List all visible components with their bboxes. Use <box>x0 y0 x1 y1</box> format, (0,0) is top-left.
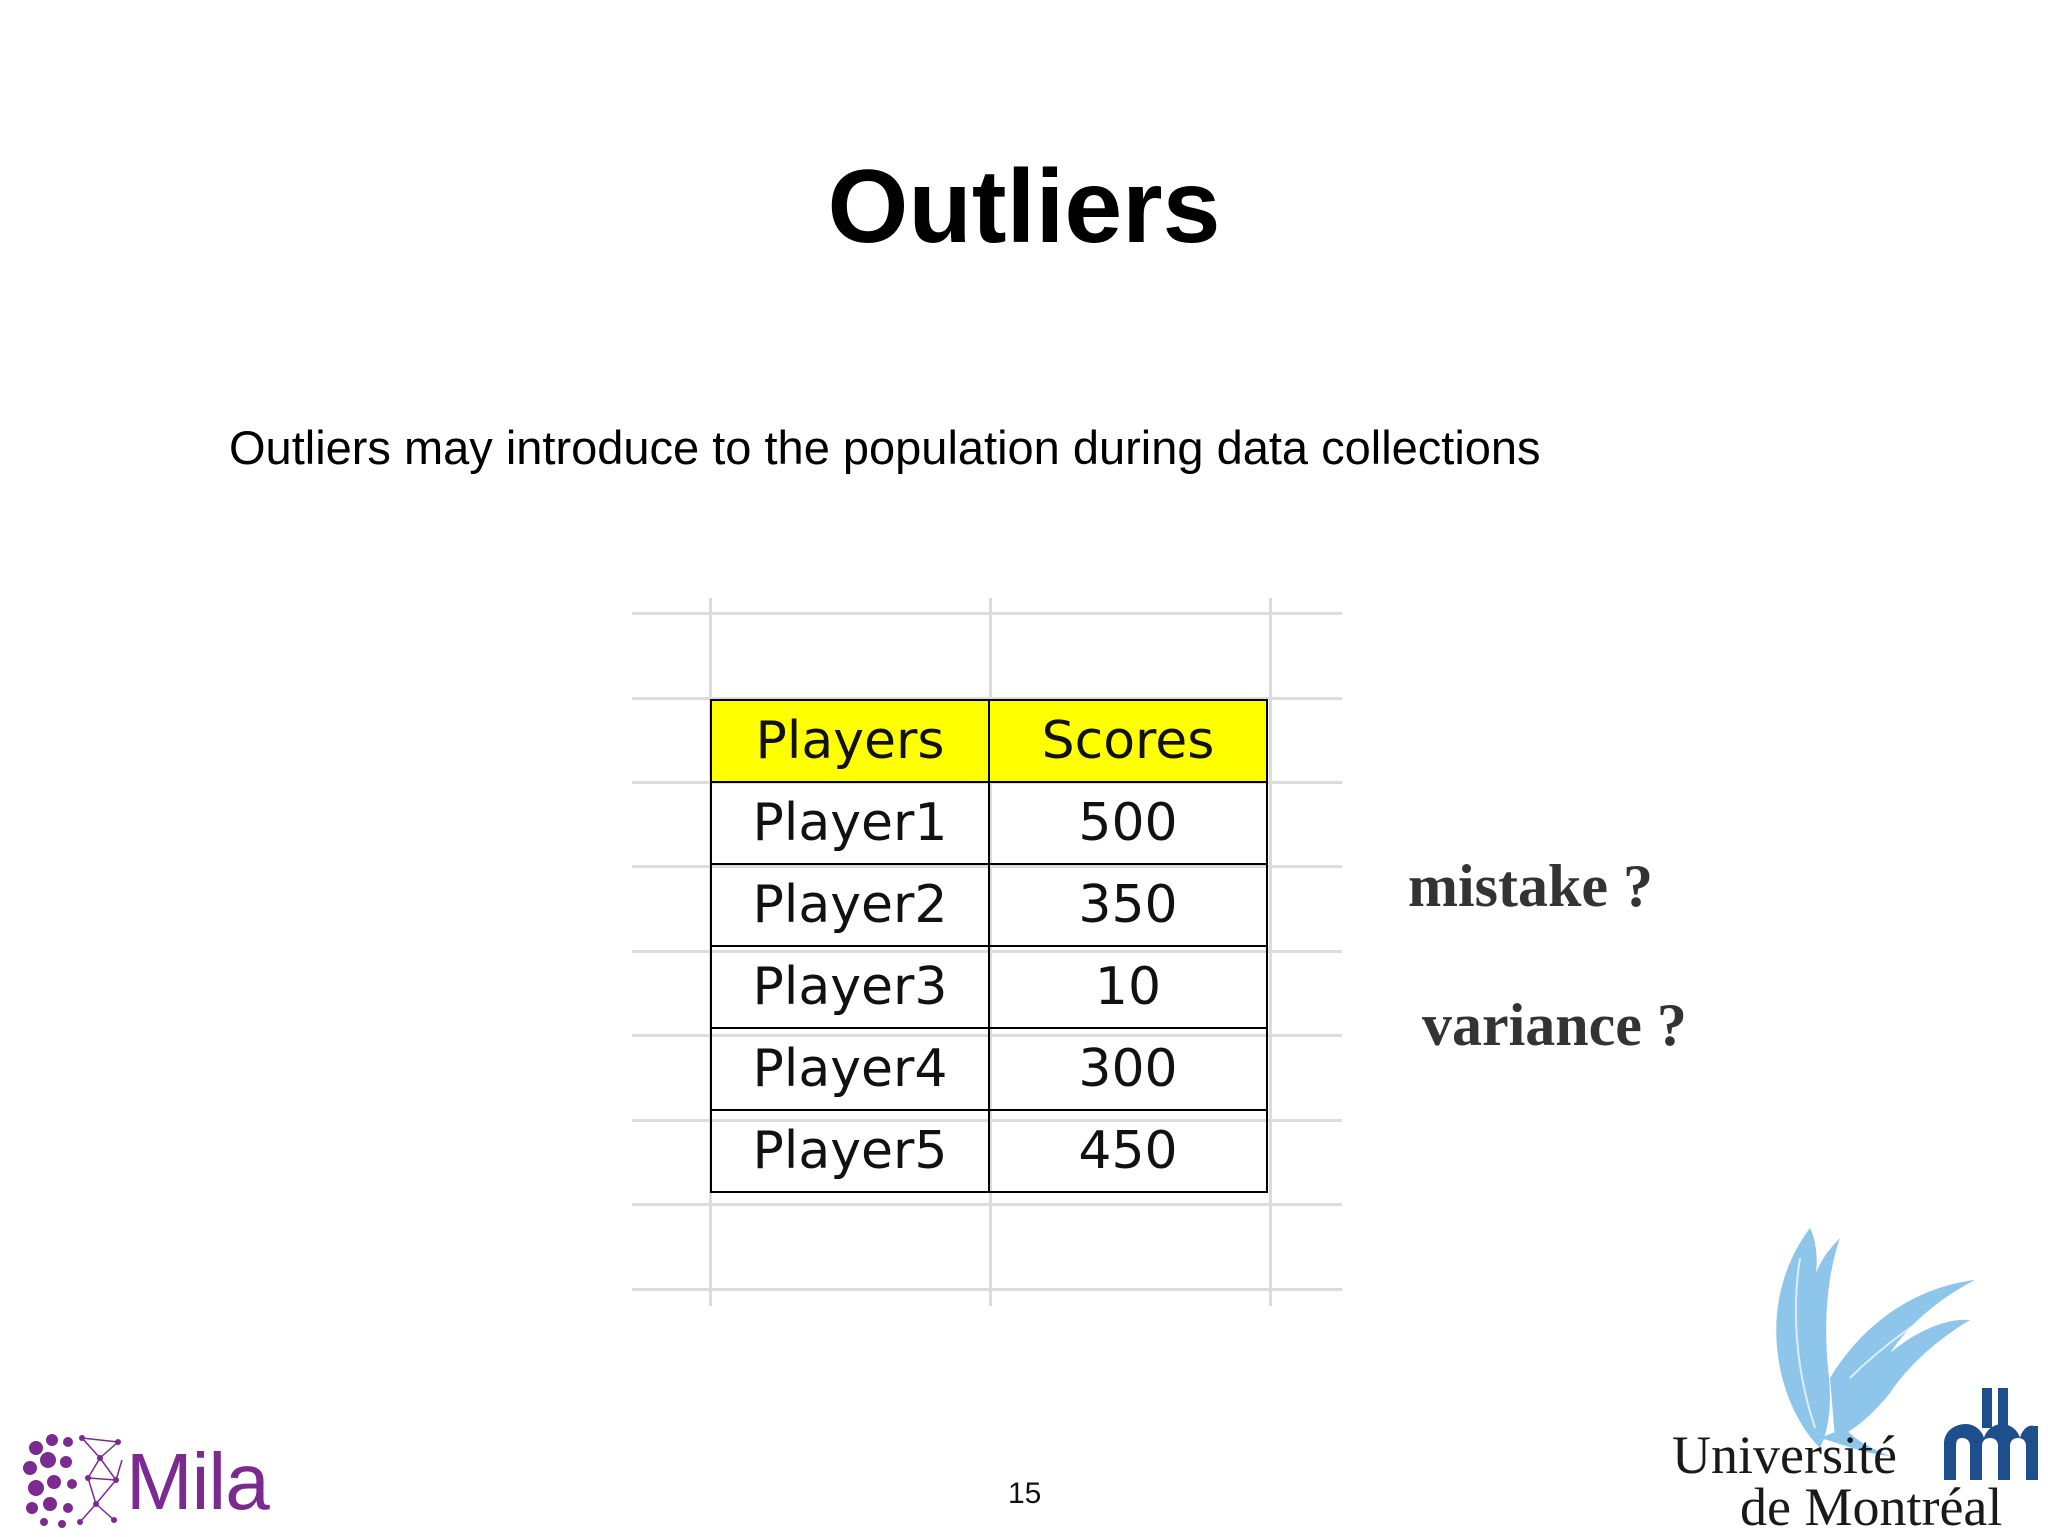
variance-annotation: variance ? <box>1422 992 1687 1058</box>
player-cell: Player1 <box>710 781 990 865</box>
table-row: Player3 10 <box>710 945 1268 1029</box>
player-cell: Player2 <box>710 863 990 947</box>
grid-line <box>632 697 1342 700</box>
table-header-row: Players Scores <box>710 699 1268 783</box>
table-row: Player5 450 <box>710 1109 1268 1193</box>
mila-logo-icon <box>23 1434 123 1528</box>
score-cell: 350 <box>988 863 1268 947</box>
scores-table: Players Scores Player1 500 Player2 350 P… <box>710 699 1268 1193</box>
slide-subtitle: Outliers may introduce to the population… <box>229 421 1541 474</box>
udem-bird-icon <box>1776 1228 1975 1456</box>
player-cell: Player4 <box>710 1027 990 1111</box>
grid-line <box>1269 598 1272 1306</box>
slide-title: Outliers <box>827 149 1221 265</box>
header-scores: Scores <box>988 699 1268 783</box>
score-cell: 450 <box>988 1109 1268 1193</box>
player-cell: Player3 <box>710 945 990 1029</box>
header-players: Players <box>710 699 990 783</box>
udem-text-line2: de Montréal <box>1740 1477 2003 1537</box>
table-row: Player1 500 <box>710 781 1268 865</box>
mila-logo-text: Mila <box>126 1437 270 1526</box>
grid-line <box>632 1288 1342 1291</box>
score-cell: 300 <box>988 1027 1268 1111</box>
udem-text-line1: Université <box>1672 1425 1897 1485</box>
grid-line <box>632 612 1342 615</box>
score-cell: 500 <box>988 781 1268 865</box>
score-cell: 10 <box>988 945 1268 1029</box>
table-row: Player4 300 <box>710 1027 1268 1111</box>
table-row: Player2 350 <box>710 863 1268 947</box>
udem-monogram-icon <box>1944 1388 2038 1480</box>
grid-line <box>632 1203 1342 1206</box>
player-cell: Player5 <box>710 1109 990 1193</box>
mistake-annotation: mistake ? <box>1408 853 1653 919</box>
page-number: 15 <box>1008 1477 1042 1510</box>
